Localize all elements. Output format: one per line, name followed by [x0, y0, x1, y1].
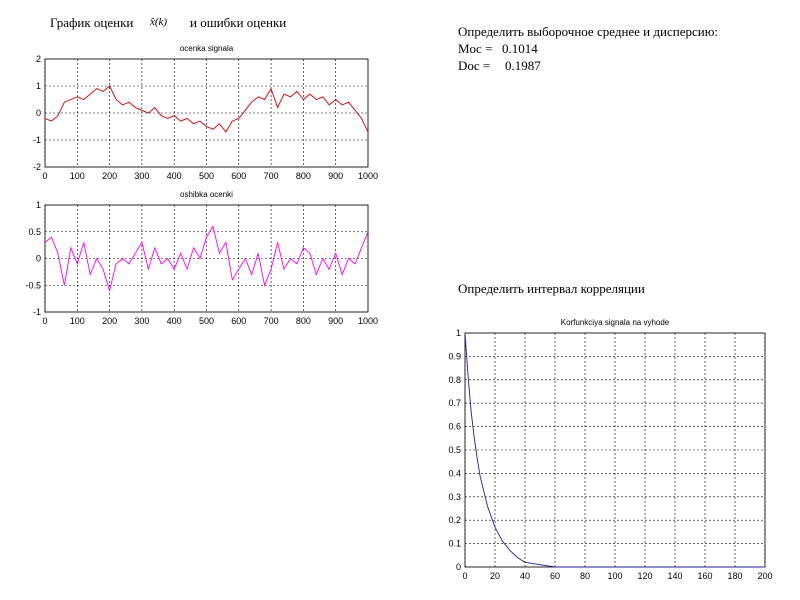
y-tick-label: -1	[33, 307, 41, 317]
header-formula: x̂(k)	[149, 16, 167, 28]
x-tick-label: 40	[520, 571, 530, 581]
x-tick-label: 0	[42, 316, 47, 326]
y-tick-label: 0.6	[448, 422, 461, 432]
x-tick-label: 700	[264, 316, 279, 326]
doc-label: Doc =	[458, 58, 490, 73]
x-tick-label: 120	[637, 571, 652, 581]
y-tick-label: 0.8	[448, 375, 461, 385]
y-tick-label: 0.2	[448, 515, 461, 525]
y-tick-label: 0.1	[448, 539, 461, 549]
x-tick-label: 800	[296, 316, 311, 326]
x-tick-label: 500	[199, 316, 214, 326]
header-left: График оценки	[50, 15, 133, 30]
x-tick-label: 100	[607, 571, 622, 581]
x-tick-label: 0	[462, 571, 467, 581]
x-tick-label: 60	[550, 571, 560, 581]
y-tick-label: -0.5	[25, 280, 41, 290]
x-tick-label: 200	[757, 571, 772, 581]
x-tick-label: 1000	[358, 316, 378, 326]
y-tick-label: -1	[33, 135, 41, 145]
y-tick-label: 1	[456, 328, 461, 338]
x-tick-label: 400	[167, 316, 182, 326]
x-tick-label: 160	[697, 571, 712, 581]
x-tick-label: 900	[328, 171, 343, 181]
moc-label: Moc =	[458, 41, 492, 56]
y-tick-label: 0.9	[448, 351, 461, 361]
y-tick-label: 0	[456, 562, 461, 572]
x-tick-label: 700	[264, 171, 279, 181]
x-tick-label: 800	[296, 171, 311, 181]
x-tick-label: 1000	[358, 171, 378, 181]
x-tick-label: 900	[328, 316, 343, 326]
header-right: и ошибки оценки	[190, 15, 286, 30]
y-tick-label: 1	[36, 81, 41, 91]
x-tick-label: 500	[199, 171, 214, 181]
x-tick-label: 200	[102, 171, 117, 181]
data-line	[44, 85, 369, 133]
y-tick-label: 0.5	[28, 227, 41, 237]
y-tick-label: 0.3	[448, 492, 461, 502]
data-line	[44, 225, 369, 293]
chart-title: oshibka ocenki	[180, 190, 233, 199]
chart-title: Korfunkciya signala na vyhode	[561, 318, 670, 327]
x-tick-label: 100	[70, 171, 85, 181]
x-tick-label: 600	[231, 316, 246, 326]
data-line	[464, 332, 765, 568]
stats-heading: Определить выборочное среднее и дисперси…	[458, 24, 718, 39]
y-tick-label: 0.5	[448, 445, 461, 455]
x-tick-label: 180	[727, 571, 742, 581]
x-tick-label: 80	[580, 571, 590, 581]
y-tick-label: 1	[36, 200, 41, 210]
y-tick-label: 0	[36, 254, 41, 264]
chart-title: ocenka signala	[180, 44, 234, 53]
x-tick-label: 300	[134, 316, 149, 326]
x-tick-label: 0	[42, 171, 47, 181]
x-tick-label: 600	[231, 171, 246, 181]
y-tick-label: -2	[33, 162, 41, 172]
x-tick-label: 140	[667, 571, 682, 581]
x-tick-label: 100	[70, 316, 85, 326]
y-tick-label: 2	[36, 54, 41, 64]
x-tick-label: 400	[167, 171, 182, 181]
y-tick-label: 0.4	[448, 468, 461, 478]
x-tick-label: 300	[134, 171, 149, 181]
y-tick-label: 0	[36, 108, 41, 118]
x-tick-label: 20	[490, 571, 500, 581]
x-tick-label: 200	[102, 316, 117, 326]
axes-box	[44, 204, 369, 313]
corr-heading: Определить интервал корреляции	[458, 281, 645, 296]
doc-value: 0.1987	[505, 58, 541, 73]
y-tick-label: 0.7	[448, 398, 461, 408]
moc-value: 0.1014	[502, 41, 538, 56]
axes-box	[44, 58, 369, 168]
